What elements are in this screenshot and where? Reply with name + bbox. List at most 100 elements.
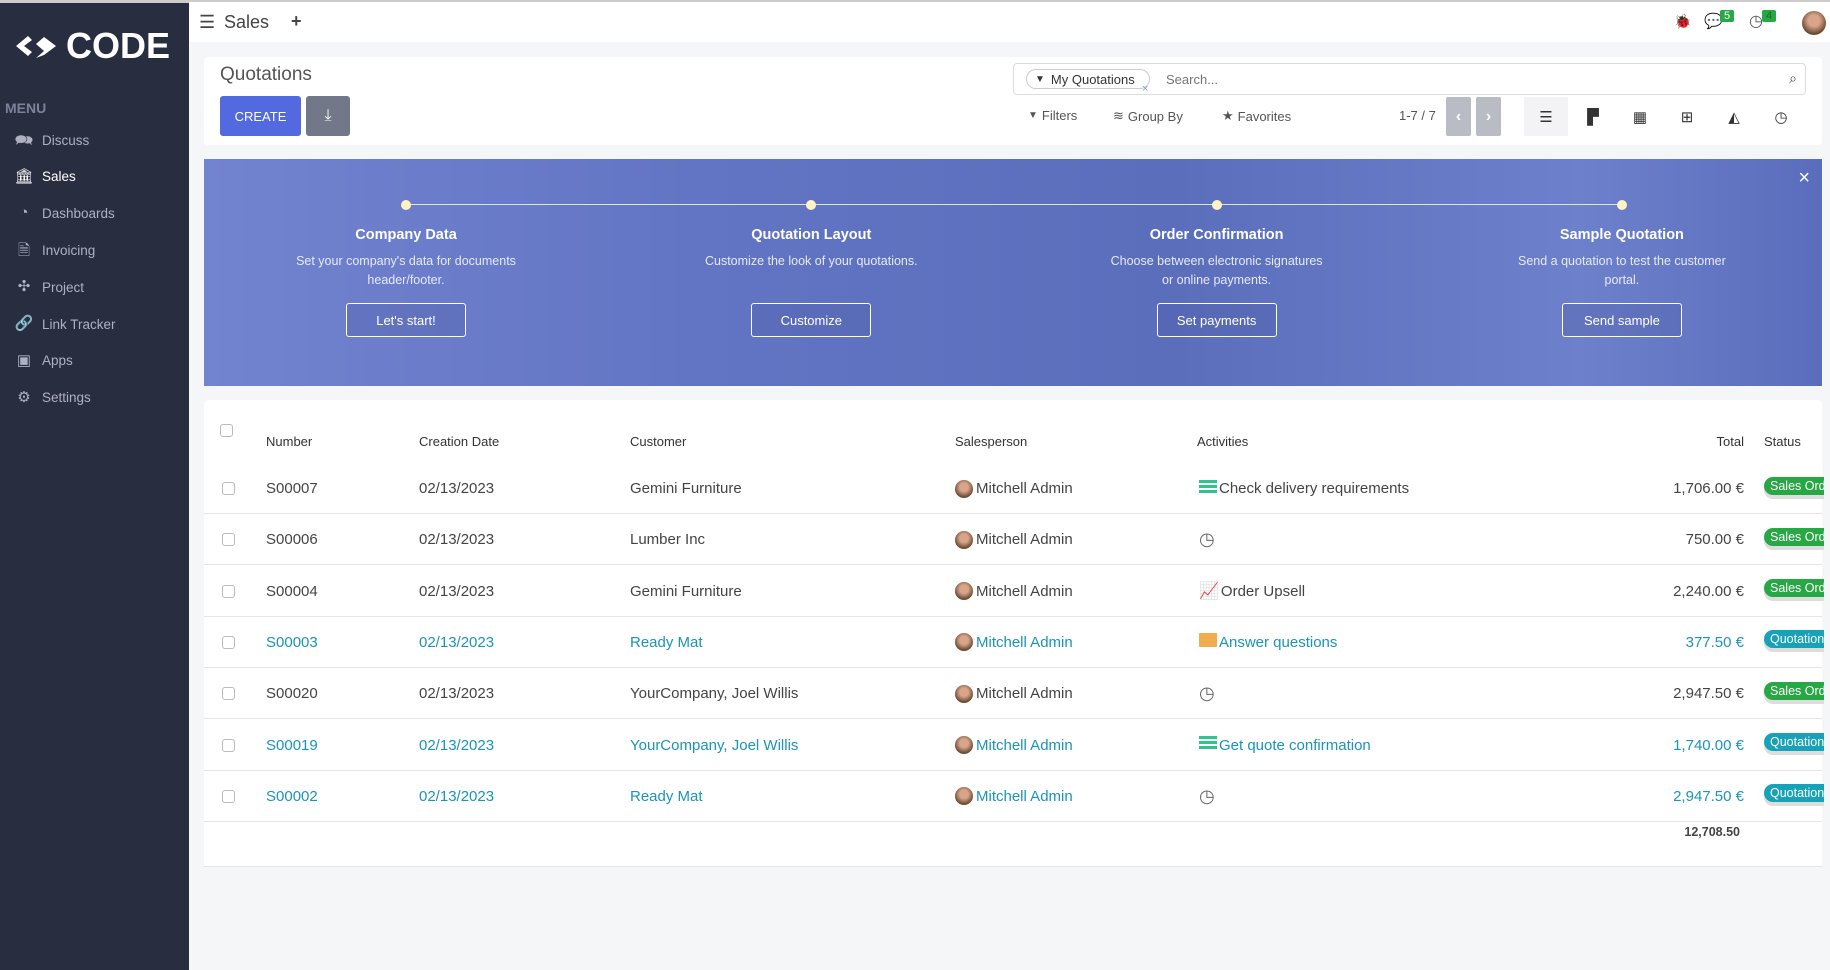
- graph-view-button[interactable]: ◭: [1712, 97, 1756, 136]
- salesperson-avatar: [955, 582, 973, 601]
- creation-date: 02/13/2023: [419, 685, 495, 703]
- user-avatar[interactable]: [1802, 11, 1826, 35]
- favorites-button[interactable]: ★ Favorites: [1222, 108, 1291, 124]
- download-icon: ⤓: [324, 107, 332, 124]
- todo-icon[interactable]: [1199, 479, 1219, 498]
- column-header-status[interactable]: Status: [1764, 434, 1801, 449]
- step-button[interactable]: Send sample: [1561, 303, 1682, 337]
- sidebar-item-project[interactable]: ✣ Project: [14, 275, 84, 299]
- creation-date: 02/13/2023: [419, 787, 495, 805]
- row-checkbox[interactable]: [222, 687, 235, 701]
- activity[interactable]: ◷: [1199, 668, 1215, 719]
- column-header-activities[interactable]: Activities: [1197, 434, 1249, 449]
- table-row[interactable]: S00002 02/13/2023 Ready Mat Mitchell Adm…: [204, 771, 1824, 822]
- clock-icon[interactable]: ◷: [1199, 683, 1215, 704]
- brand-logo[interactable]: CODE: [14, 25, 170, 67]
- code-logo-icon: [16, 36, 56, 58]
- pager-previous-button[interactable]: ‹: [1446, 97, 1471, 136]
- search-facet[interactable]: ▼ My Quotations: [1026, 69, 1150, 89]
- filters-button[interactable]: ▼ Filters: [1028, 108, 1077, 123]
- search-icon[interactable]: ⌕: [1789, 70, 1797, 86]
- sidebar-item-sales[interactable]: 🏛 Sales: [14, 165, 75, 189]
- facet-remove-icon[interactable]: ×: [1142, 83, 1149, 95]
- sidebar-item-apps[interactable]: ▣ Apps: [14, 349, 73, 373]
- activity[interactable]: 📈 Order Upsell: [1199, 566, 1305, 617]
- step-button[interactable]: Set payments: [1156, 303, 1277, 337]
- sidebar-item-label: Link Tracker: [42, 316, 116, 332]
- column-header-creation-date[interactable]: Creation Date: [419, 434, 500, 449]
- list-view-button[interactable]: ☰: [1524, 97, 1568, 136]
- creation-date: 02/13/2023: [419, 582, 495, 600]
- column-header-number[interactable]: Number: [266, 434, 313, 449]
- top-bar: ☰ Sales + 🐞 💬 5 ◷ 4: [189, 0, 1830, 42]
- column-header-total[interactable]: Total: [1716, 434, 1744, 449]
- table-row[interactable]: S00006 02/13/2023 Lumber Inc Mitchell Ad…: [204, 514, 1824, 566]
- activities-clock-icon[interactable]: ◷: [1749, 13, 1763, 30]
- activity-view-button[interactable]: ◷: [1759, 97, 1803, 136]
- activity[interactable]: Answer questions: [1199, 617, 1337, 668]
- close-banner-icon[interactable]: ×: [1798, 167, 1810, 189]
- todo-icon[interactable]: [1199, 736, 1219, 754]
- sales-icon: 🏛: [14, 167, 34, 185]
- step-button[interactable]: Let's start!: [346, 303, 466, 337]
- email-icon[interactable]: [1199, 633, 1219, 651]
- activity[interactable]: Check delivery requirements: [1199, 463, 1409, 514]
- sidebar-item-discuss[interactable]: 🗪 Discuss: [14, 128, 90, 152]
- debug-bug-icon[interactable]: 🐞: [1674, 13, 1692, 29]
- row-checkbox[interactable]: [222, 738, 235, 752]
- table-row[interactable]: S00004 02/13/2023 Gemini Furniture Mitch…: [204, 566, 1824, 617]
- activity[interactable]: Get quote confirmation: [1199, 720, 1371, 771]
- table-row[interactable]: S00019 02/13/2023 YourCompany, Joel Will…: [204, 720, 1824, 771]
- new-tab-plus-icon[interactable]: +: [291, 11, 302, 31]
- salesperson-avatar: [955, 530, 973, 549]
- quotations-table: Number Creation Date Customer Salesperson Ac…: [204, 400, 1824, 867]
- group-by-button[interactable]: ≋ Group By: [1113, 108, 1183, 124]
- column-header-customer[interactable]: Customer: [630, 434, 687, 449]
- activity[interactable]: ◷: [1199, 771, 1215, 822]
- clock-icon[interactable]: ◷: [1199, 529, 1215, 550]
- table-row[interactable]: S00007 02/13/2023 Gemini Furniture Mitch…: [204, 463, 1824, 514]
- area-chart-icon: ◭: [1728, 108, 1740, 126]
- step-dot: [1616, 200, 1627, 210]
- row-checkbox[interactable]: [222, 533, 235, 547]
- hamburger-menu-icon[interactable]: ☰: [199, 12, 216, 32]
- table-row[interactable]: S00003 02/13/2023 Ready Mat Mitchell Adm…: [204, 617, 1824, 668]
- create-button[interactable]: CREATE: [220, 96, 301, 136]
- row-checkbox[interactable]: [222, 584, 235, 598]
- total: 2,240.00 €: [1673, 582, 1744, 600]
- apps-icon: ▣: [16, 351, 32, 369]
- calendar-view-button[interactable]: ▦: [1618, 97, 1662, 136]
- step-description: Send a quotation to test the customer po…: [1518, 254, 1726, 287]
- search-input[interactable]: [1166, 69, 1766, 89]
- status-badge: Sales Order: [1764, 527, 1824, 546]
- pager-next-button[interactable]: ›: [1476, 97, 1501, 136]
- step-button[interactable]: Customize: [751, 303, 872, 337]
- download-button[interactable]: ⤓: [306, 96, 350, 136]
- salesperson: Mitchell Admin: [976, 582, 1073, 600]
- table-row[interactable]: S00020 02/13/2023 YourCompany, Joel Will…: [204, 668, 1824, 720]
- creation-date: 02/13/2023: [419, 480, 495, 497]
- activity[interactable]: ◷: [1199, 514, 1215, 565]
- sidebar-item-invoicing[interactable]: 🗎 Invoicing: [14, 238, 95, 262]
- upsell-icon[interactable]: 📈: [1199, 583, 1219, 601]
- sidebar-item-settings[interactable]: ⚙ Settings: [14, 386, 91, 410]
- status-badge: Sales Order: [1764, 579, 1824, 598]
- column-header-salesperson[interactable]: Salesperson: [955, 434, 1028, 449]
- facet-label: My Quotations: [1050, 71, 1135, 87]
- sidebar-item-label: Discuss: [42, 132, 90, 148]
- page-title: Quotations: [220, 64, 312, 85]
- sidebar-item-link-tracker[interactable]: 🔗 Link Tracker: [14, 312, 116, 336]
- clock-icon[interactable]: ◷: [1199, 785, 1215, 806]
- row-checkbox[interactable]: [222, 789, 235, 803]
- select-all-checkbox[interactable]: [220, 424, 233, 437]
- step-title: Order Confirmation: [1149, 227, 1284, 243]
- pivot-view-button[interactable]: ⊞: [1665, 97, 1709, 136]
- sidebar-item-dashboards[interactable]: ◔ Dashboards: [14, 202, 114, 226]
- row-checkbox[interactable]: [222, 635, 235, 649]
- status-badge: Sales Order: [1764, 476, 1824, 495]
- row-checkbox[interactable]: [222, 482, 235, 495]
- total: 377.50 €: [1685, 633, 1744, 651]
- messages-icon[interactable]: 💬: [1704, 13, 1723, 30]
- pager-value[interactable]: 1-7 / 7: [1399, 108, 1436, 123]
- kanban-view-button[interactable]: ▛: [1571, 97, 1615, 136]
